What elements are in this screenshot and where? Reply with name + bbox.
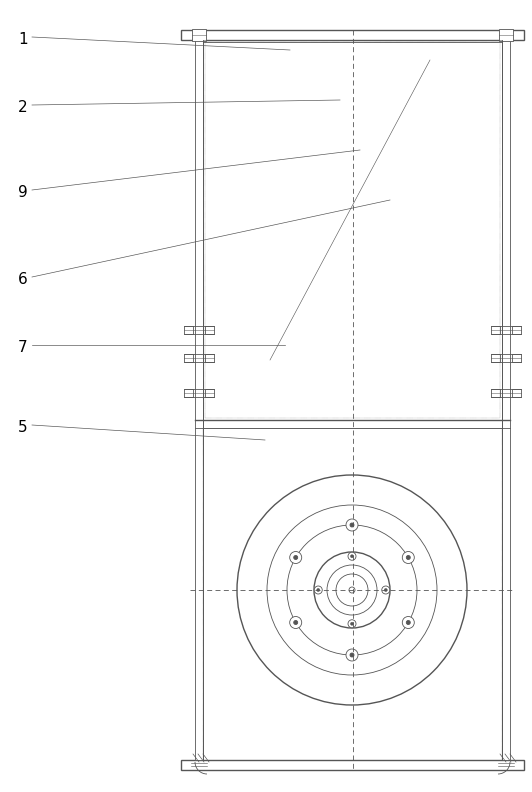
- Bar: [181, 30, 524, 40]
- Bar: [205, 389, 214, 397]
- Text: 6: 6: [18, 272, 28, 287]
- Text: 7: 7: [18, 340, 28, 355]
- Text: 1: 1: [18, 32, 28, 47]
- Bar: [181, 760, 524, 770]
- Bar: [512, 389, 521, 397]
- Circle shape: [317, 588, 320, 592]
- Circle shape: [351, 554, 353, 558]
- Circle shape: [237, 475, 467, 705]
- Text: 2: 2: [18, 100, 28, 115]
- Text: 9: 9: [18, 185, 28, 200]
- Circle shape: [314, 586, 322, 594]
- Bar: [205, 354, 214, 362]
- Circle shape: [290, 551, 302, 563]
- Circle shape: [348, 620, 356, 628]
- Circle shape: [402, 616, 414, 629]
- Circle shape: [406, 555, 410, 559]
- Bar: [502, 40, 510, 760]
- Bar: [512, 326, 521, 334]
- Bar: [192, 29, 206, 41]
- Circle shape: [384, 588, 387, 592]
- Circle shape: [346, 519, 358, 531]
- Circle shape: [346, 649, 358, 661]
- Circle shape: [406, 620, 410, 625]
- Bar: [491, 389, 500, 397]
- Circle shape: [294, 555, 298, 559]
- Circle shape: [336, 574, 368, 606]
- Bar: [491, 354, 500, 362]
- Circle shape: [349, 587, 355, 593]
- Bar: [184, 354, 193, 362]
- Circle shape: [267, 505, 437, 675]
- Text: 5: 5: [18, 420, 28, 435]
- Circle shape: [294, 620, 298, 625]
- Circle shape: [402, 551, 414, 563]
- Circle shape: [348, 552, 356, 560]
- Bar: [499, 29, 513, 41]
- Bar: [184, 326, 193, 334]
- Circle shape: [350, 653, 354, 657]
- Bar: [184, 389, 193, 397]
- Bar: [491, 326, 500, 334]
- Circle shape: [290, 616, 302, 629]
- Circle shape: [314, 552, 390, 628]
- Circle shape: [351, 623, 353, 625]
- Circle shape: [327, 565, 377, 615]
- Bar: [195, 40, 203, 760]
- Bar: [512, 354, 521, 362]
- Circle shape: [350, 523, 354, 527]
- Circle shape: [382, 586, 390, 594]
- Bar: [205, 326, 214, 334]
